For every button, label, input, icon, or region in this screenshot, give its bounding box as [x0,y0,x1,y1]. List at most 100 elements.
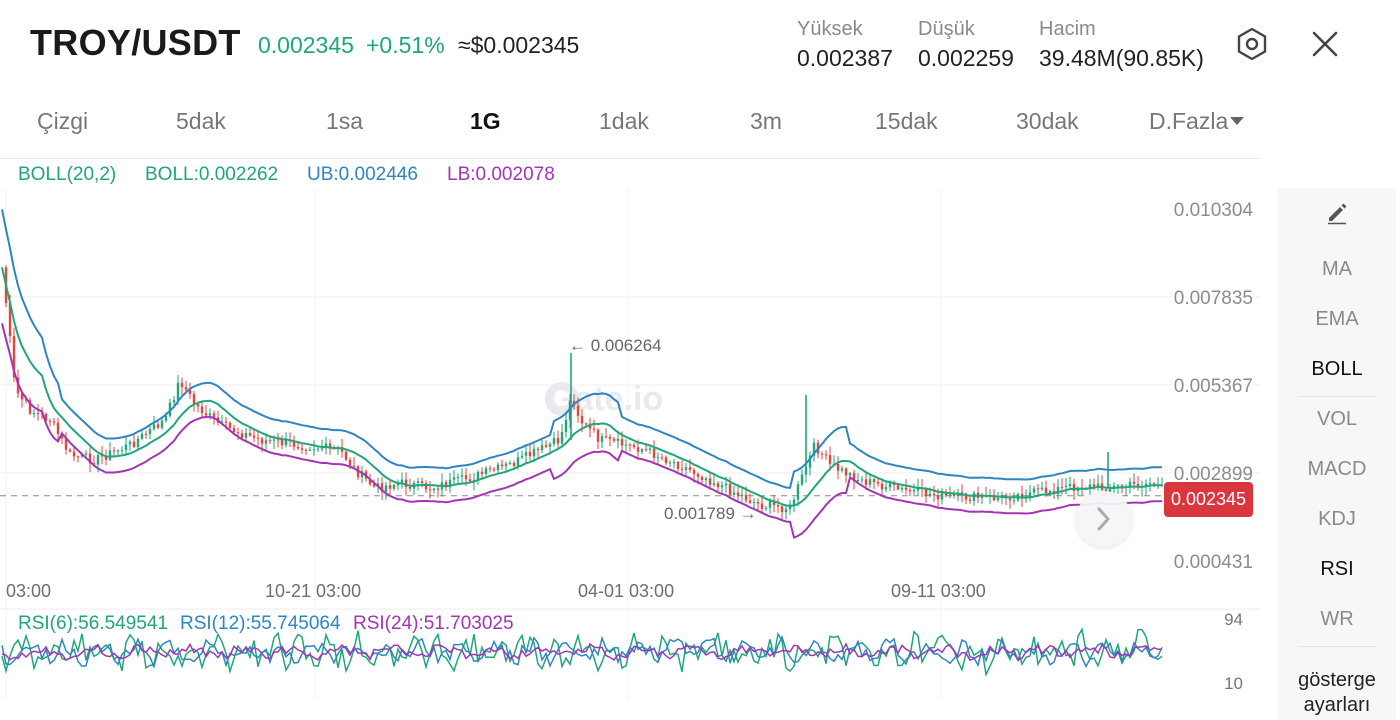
tab-line[interactable]: Çizgi [37,108,89,134]
candle-body [116,450,120,452]
candle-body [132,441,136,447]
candle-body [468,479,472,482]
candle-body [540,445,544,451]
candle-body [684,467,688,470]
candle-body [504,463,508,467]
rsi24-legend: RSI(24):51.703025 [353,613,514,634]
hexagon-gear-icon[interactable] [1234,26,1270,62]
rsi12-legend: RSI(12):55.745064 [180,613,341,634]
candle-body [896,485,900,490]
candle-body [988,495,992,497]
candle-body [360,471,364,478]
candle-body [608,436,612,439]
boll-upper-line [1,209,1163,489]
sidebar-item-kdj[interactable]: KDJ [1318,508,1356,530]
candle-body [104,456,108,460]
sidebar-item-rsi[interactable]: RSI [1320,558,1354,580]
candle-body [1096,483,1100,488]
candle-body [68,449,72,452]
close-icon[interactable] [1307,26,1343,62]
indicator-sidebar: MA EMA BOLL VOL MACD KDJ RSI WR gösterge… [1278,188,1396,720]
tab-more[interactable]: D.Fazla [1149,108,1244,135]
candle-body [4,267,8,304]
tab-5min[interactable]: 5dak [176,108,226,134]
candle-body [1128,481,1132,487]
candle-body [520,455,524,458]
rsi6-line [1,627,1163,677]
sidebar-item-macd[interactable]: MACD [1307,458,1367,480]
candle-body [940,491,944,500]
candle-body [792,499,796,505]
sidebar-item-vol[interactable]: VOL [1316,408,1358,430]
candle-body [1132,481,1136,484]
candle-body [268,440,272,442]
stat-volume-value: 39.48M(90.85K) [1039,45,1204,71]
stat-low-value: 0.002259 [918,45,1014,71]
caret-down-icon [1229,108,1245,138]
candle-body [324,443,328,449]
high-price-annotation: ← 0.006264 [569,336,662,355]
candle-body [1044,487,1048,493]
candle-body [440,482,444,490]
candle-body [1084,488,1088,490]
candle-body [204,413,208,416]
tab-30min[interactable]: 30dak [1016,108,1079,134]
candle-body [1092,484,1096,488]
tab-1hour[interactable]: 1sa [326,108,364,134]
candle-body [928,493,932,497]
candle-body [92,463,96,465]
candle-body [616,438,620,441]
candle-body [328,443,332,447]
scroll-right-button[interactable] [1076,491,1132,547]
candle-body [168,402,172,416]
usd-price: ≈$0.002345 [458,32,580,58]
candle-body [760,503,764,510]
tab-15min[interactable]: 15dak [875,108,938,134]
price-axis-label: 0.005367 [1174,376,1253,397]
sidebar-item-wr[interactable]: WR [1320,608,1354,630]
candle-body [424,483,428,490]
candle-body [644,449,648,451]
candle-body [828,455,832,464]
candle-body [152,424,156,430]
candle-body [876,481,880,484]
candle-body [380,483,384,492]
pencil-icon[interactable] [1323,198,1351,226]
candle-body [124,444,128,451]
candle-body [824,454,828,456]
candle-body [148,429,152,435]
candle-body [492,469,496,471]
candle-body [144,433,148,435]
candle-body [676,462,680,469]
candle-body [448,479,452,488]
tab-1min[interactable]: 1dak [599,108,649,134]
candle-body [984,495,988,497]
candle-body [96,454,100,465]
candle-body [500,464,504,467]
candle-body [888,483,892,488]
candle-body [948,494,952,496]
boll-legend-ub: UB:0.002446 [307,164,418,185]
candle-body [716,483,720,488]
candle-body [732,492,736,495]
sidebar-item-boll[interactable]: BOLL [1311,358,1363,380]
candle-body [784,509,788,513]
candle-body [1112,485,1116,490]
candle-body [1000,494,1004,498]
candle-body [912,490,916,492]
sidebar-separator [1298,646,1376,647]
candle-body [216,417,220,423]
candle-body [816,442,820,454]
indicator-settings-button[interactable]: gösterge ayarları [1298,669,1376,716]
candle-body [212,413,216,418]
candle-body [24,399,28,401]
candle-body [980,495,984,498]
tab-3m[interactable]: 3m [750,108,782,134]
candle-body [128,441,132,445]
tab-1day[interactable]: 1G [470,108,501,134]
candle-body [880,483,884,490]
rsi24-line [1,642,1162,662]
sidebar-item-ema[interactable]: EMA [1315,308,1359,330]
sidebar-item-ma[interactable]: MA [1322,258,1352,280]
candle-body [220,421,224,423]
